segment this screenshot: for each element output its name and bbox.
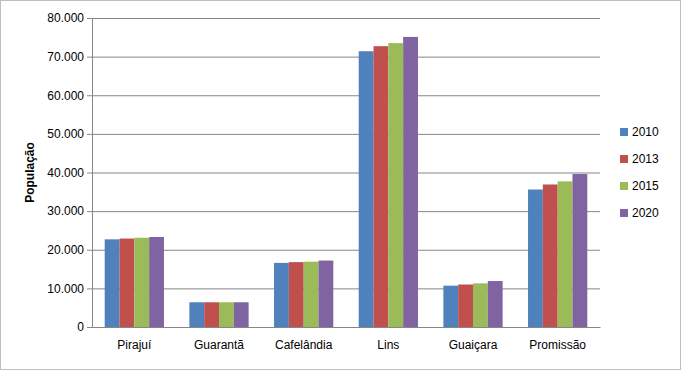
bar bbox=[403, 37, 418, 327]
legend-swatch bbox=[620, 209, 628, 217]
bar bbox=[543, 184, 558, 327]
grid-line bbox=[92, 173, 600, 174]
bar-series bbox=[149, 37, 587, 327]
grid bbox=[92, 19, 600, 328]
tick-mark bbox=[87, 288, 92, 289]
bar bbox=[318, 261, 333, 327]
bars bbox=[105, 37, 588, 327]
tick-label: Pirajuí bbox=[117, 338, 152, 352]
tick: 80.000 bbox=[47, 11, 92, 25]
grid-line bbox=[92, 95, 600, 96]
tick: Promissão bbox=[529, 338, 586, 352]
tick: 70.000 bbox=[47, 50, 92, 64]
tick-label: Lins bbox=[377, 338, 399, 352]
tick: Cafelândia bbox=[275, 338, 333, 352]
tick: Guaiçara bbox=[449, 338, 498, 352]
bar bbox=[289, 262, 304, 327]
bar bbox=[473, 283, 488, 327]
axis-title: População bbox=[23, 142, 37, 203]
bar bbox=[528, 189, 543, 327]
tick: 50.000 bbox=[47, 127, 92, 141]
chart: 0 10.000 20.000 30.000 40.000 50.000 60.000 70.… bbox=[0, 0, 681, 370]
bar bbox=[149, 237, 164, 327]
tick-label: Guarantã bbox=[194, 338, 244, 352]
legend-label: 2020 bbox=[632, 206, 659, 220]
bar bbox=[304, 262, 319, 327]
legend-label: 2013 bbox=[632, 152, 659, 166]
bar-series bbox=[120, 46, 558, 327]
tick-label: 10.000 bbox=[47, 282, 84, 296]
tick: Pirajuí bbox=[117, 338, 152, 352]
tick-label: 40.000 bbox=[47, 166, 84, 180]
axis-line bbox=[92, 19, 93, 328]
tick: 0 bbox=[77, 320, 92, 334]
tick-mark bbox=[87, 134, 92, 135]
tick-label: 0 bbox=[77, 320, 84, 334]
bar bbox=[388, 43, 403, 327]
legend-label: 2015 bbox=[632, 179, 659, 193]
bar bbox=[558, 181, 573, 327]
bar bbox=[105, 239, 120, 327]
legend-swatch bbox=[620, 182, 628, 190]
grid-line bbox=[92, 134, 600, 135]
tick-mark bbox=[87, 250, 92, 251]
bar-series bbox=[105, 51, 543, 327]
bar bbox=[374, 46, 389, 327]
tick-label: 30.000 bbox=[47, 204, 84, 218]
tick: Guarantã bbox=[194, 338, 244, 352]
tick-mark bbox=[87, 327, 92, 328]
tick-mark bbox=[87, 95, 92, 96]
tick: 30.000 bbox=[47, 204, 92, 218]
tick-label: 20.000 bbox=[47, 243, 84, 257]
bar bbox=[134, 238, 149, 327]
tick: 60.000 bbox=[47, 89, 92, 103]
bar bbox=[204, 302, 219, 327]
legend-label: 2010 bbox=[632, 125, 659, 139]
bar bbox=[458, 285, 473, 327]
axis-line bbox=[93, 327, 601, 328]
grid-line bbox=[92, 57, 600, 58]
bar bbox=[274, 263, 289, 327]
grid-line bbox=[92, 250, 600, 251]
bar-series bbox=[134, 43, 572, 327]
tick-label: 80.000 bbox=[47, 11, 84, 25]
x-axis: Pirajuí Guarantã Cafelândia Lins Guaiçara Pro… bbox=[93, 328, 601, 353]
grid-line bbox=[92, 288, 600, 289]
bar bbox=[443, 286, 458, 327]
grid-line bbox=[92, 211, 600, 212]
tick-mark bbox=[87, 18, 92, 19]
tick: Lins bbox=[377, 338, 399, 352]
legend-swatch bbox=[620, 155, 628, 163]
tick: 20.000 bbox=[47, 243, 92, 257]
tick-mark bbox=[87, 211, 92, 212]
tick-label: 70.000 bbox=[47, 50, 84, 64]
bar bbox=[488, 281, 503, 327]
tick-label: Guaiçara bbox=[449, 338, 498, 352]
bar bbox=[219, 302, 234, 327]
bar bbox=[572, 174, 587, 327]
grid-line bbox=[92, 327, 600, 328]
y-axis: 0 10.000 20.000 30.000 40.000 50.000 60.000 70.… bbox=[47, 11, 92, 334]
tick: 10.000 bbox=[47, 282, 92, 296]
chart-border bbox=[1, 1, 681, 370]
plot: 0 10.000 20.000 30.000 40.000 50.000 60.000 70.… bbox=[47, 11, 600, 352]
tick-label: Promissão bbox=[529, 338, 586, 352]
tick: 40.000 bbox=[47, 166, 92, 180]
bar bbox=[234, 302, 249, 327]
legend: 2010 2013 2015 2020 bbox=[620, 125, 659, 220]
bar bbox=[359, 51, 374, 327]
tick-label: 60.000 bbox=[47, 89, 84, 103]
tick-label: Cafelândia bbox=[275, 338, 333, 352]
bar bbox=[120, 239, 135, 327]
legend-swatch bbox=[620, 128, 628, 136]
tick-label: 50.000 bbox=[47, 127, 84, 141]
tick-mark bbox=[87, 57, 92, 58]
grid-line bbox=[92, 18, 600, 19]
tick-mark bbox=[87, 173, 92, 174]
bar bbox=[189, 302, 204, 327]
